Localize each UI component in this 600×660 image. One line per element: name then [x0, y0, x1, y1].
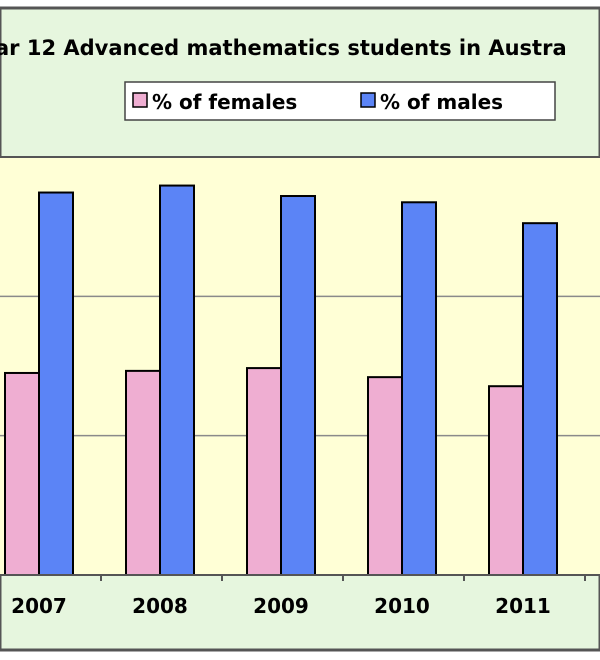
bar-males-2007 — [38, 191, 74, 576]
bar-males-2008 — [159, 184, 195, 577]
x-axis-ticks — [100, 575, 586, 581]
legend-swatch-males — [360, 92, 376, 108]
bar-males-2010 — [401, 201, 437, 577]
x-axis-labels: 2007 2008 2009 2010 2011 — [11, 594, 551, 618]
x-tick-label-2007: 2007 — [11, 594, 67, 618]
legend-label-females: % of females — [152, 90, 297, 114]
x-tick-label-2008: 2008 — [132, 594, 188, 618]
legend: % of females % of males — [124, 81, 556, 121]
bars — [4, 184, 558, 577]
bar-males-2011 — [522, 222, 558, 577]
bar-females-2009 — [246, 367, 282, 576]
chart-title: ar 12 Advanced mathematics students in A… — [0, 36, 567, 60]
bar-females-2008 — [125, 369, 161, 577]
legend-label-males: % of males — [380, 90, 503, 114]
legend-swatch-females — [132, 92, 148, 108]
bar-males-2009 — [280, 195, 316, 576]
x-tick-label-2011: 2011 — [495, 594, 551, 618]
bar-females-2010 — [367, 376, 403, 576]
x-tick-label-2009: 2009 — [253, 594, 309, 618]
bar-females-2011 — [488, 385, 524, 576]
x-tick-label-2010: 2010 — [374, 594, 430, 618]
bar-females-2007 — [4, 371, 40, 577]
legend-box — [124, 81, 556, 121]
